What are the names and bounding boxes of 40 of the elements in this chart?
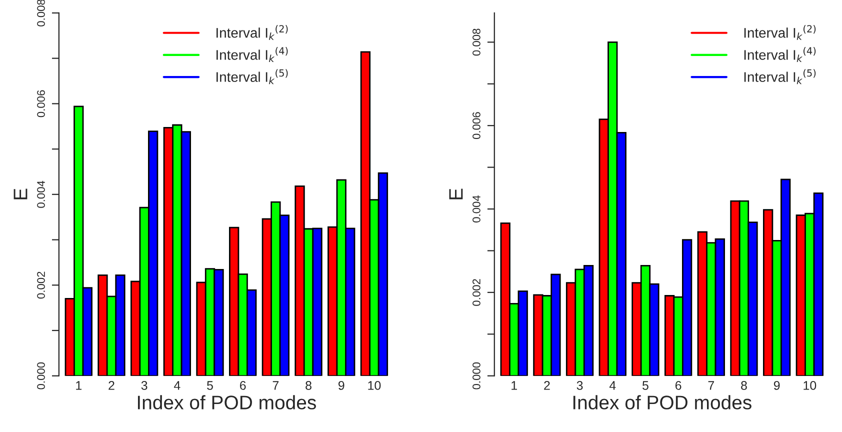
y-tick-label: 0.002 — [37, 272, 45, 299]
y-tick-label: 0.006 — [472, 112, 480, 140]
y-tick-label: 0.004 — [472, 195, 480, 222]
legend-label: Interval I$_{k}$$^{(2)}$ — [216, 24, 288, 40]
x-axis-title: Index of POD modes — [138, 395, 316, 410]
y-tick-label: 0.008 — [472, 28, 480, 56]
x-tick-label: 4 — [174, 381, 180, 390]
x-tick-label: 2 — [544, 381, 550, 390]
y-tick-label: 0.004 — [37, 180, 45, 208]
y-axis-title: E — [449, 188, 463, 200]
x-tick-label: 9 — [338, 381, 344, 390]
x-tick-label: 7 — [708, 381, 714, 390]
legend-label: Interval I$_{k}$$^{(5)}$ — [744, 69, 816, 84]
x-tick-label: 5 — [642, 381, 648, 390]
legend-label: Interval I$_{k}$$^{(4)}$ — [744, 47, 816, 62]
x-tick-label: 5 — [207, 381, 213, 390]
y-axis-title: E — [14, 188, 28, 200]
y-tick-label: 0.000 — [37, 362, 45, 390]
x-tick-label: 8 — [306, 381, 312, 390]
y-tick-label: 0.002 — [472, 279, 480, 306]
x-tick-label: 9 — [774, 381, 780, 390]
legend-label: Interval I$_{k}$$^{(5)}$ — [216, 69, 288, 84]
y-tick-label: 0.000 — [472, 362, 480, 390]
x-tick-label: 2 — [108, 381, 114, 390]
x-tick-label: 1 — [512, 381, 517, 390]
x-tick-label: 6 — [240, 381, 246, 390]
x-tick-label: 8 — [741, 381, 747, 390]
y-tick-label: 0.006 — [37, 90, 45, 118]
x-tick-label: 10 — [804, 381, 816, 390]
legend-label: Interval I$_{k}$$^{(4)}$ — [216, 47, 288, 62]
x-tick-label: 3 — [141, 381, 148, 390]
y-tick-label: 0.008 — [37, 0, 45, 26]
x-axis-title: Index of POD modes — [573, 395, 752, 410]
legend-label: Interval I$_{k}$$^{(2)}$ — [744, 24, 816, 40]
x-tick-label: 7 — [272, 381, 279, 390]
x-tick-label: 10 — [368, 381, 381, 390]
x-tick-label: 6 — [675, 381, 682, 390]
x-tick-label: 1 — [76, 381, 82, 390]
x-tick-label: 3 — [576, 381, 583, 390]
x-tick-label: 4 — [609, 381, 616, 390]
